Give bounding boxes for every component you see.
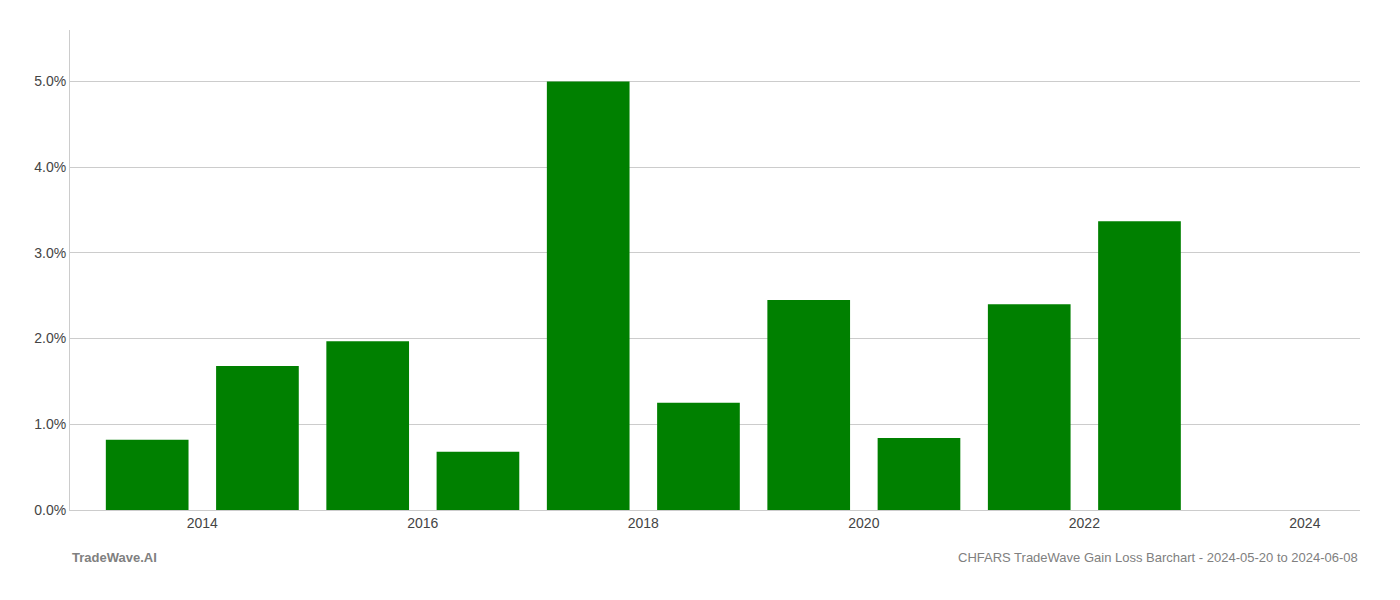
svg-text:2016: 2016	[407, 515, 438, 531]
svg-text:0.0%: 0.0%	[34, 502, 66, 518]
svg-text:1.0%: 1.0%	[34, 416, 66, 432]
svg-text:4.0%: 4.0%	[34, 159, 66, 175]
svg-text:TradeWave.AI: TradeWave.AI	[72, 550, 157, 565]
svg-text:2024: 2024	[1289, 515, 1320, 531]
svg-text:2014: 2014	[187, 515, 218, 531]
svg-text:2022: 2022	[1069, 515, 1100, 531]
svg-text:2.0%: 2.0%	[34, 330, 66, 346]
svg-text:5.0%: 5.0%	[34, 73, 66, 89]
svg-text:3.0%: 3.0%	[34, 245, 66, 261]
svg-text:CHFARS TradeWave Gain Loss Bar: CHFARS TradeWave Gain Loss Barchart - 20…	[958, 550, 1358, 565]
svg-text:2018: 2018	[628, 515, 659, 531]
svg-text:2020: 2020	[848, 515, 879, 531]
